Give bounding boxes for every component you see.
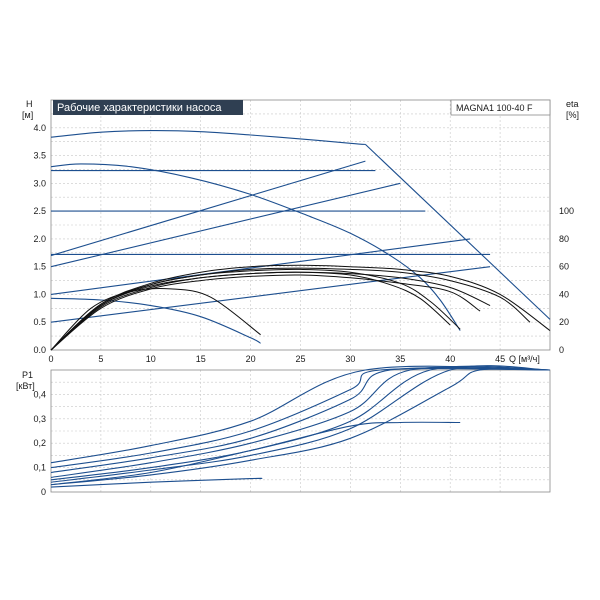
x-tick-label: 30 bbox=[345, 354, 355, 364]
x-tick-label: 0 bbox=[48, 354, 53, 364]
eta-axis-symbol: eta bbox=[566, 99, 579, 109]
chart-labels: H [м] eta [%] Q [м³/ч] P1 [кВт] Рабочие … bbox=[16, 99, 579, 391]
power-curve bbox=[50, 365, 551, 464]
eta-tick-label: 100 bbox=[559, 206, 574, 216]
eta-axis-unit: [%] bbox=[566, 110, 579, 120]
head-efficiency-plot: 0 5 10 15 20 25 30 35 40 45 0.0 0.5 1.0 1.5 2.0 2.5 3.0 3… bbox=[33, 99, 574, 364]
power-plot: 0 0,1 0,2 0,3 0,4 bbox=[33, 365, 551, 497]
head-curve bbox=[50, 160, 366, 257]
chart-title-box bbox=[53, 100, 243, 115]
y-tick-label: 2.5 bbox=[33, 206, 46, 216]
head-curve bbox=[50, 238, 471, 295]
x-tick-label: 35 bbox=[395, 354, 405, 364]
eta-tick-label: 20 bbox=[559, 317, 569, 327]
flow-axis-label: Q [м³/ч] bbox=[509, 354, 540, 364]
top-plot-frame bbox=[50, 99, 551, 351]
y-tick-label: 2.0 bbox=[33, 234, 46, 244]
model-box bbox=[450, 99, 551, 116]
power-tick-label: 0,3 bbox=[33, 414, 46, 424]
y-tick-label: 3.5 bbox=[33, 151, 46, 161]
x-tick-label: 20 bbox=[246, 354, 256, 364]
power-tick-label: 0,1 bbox=[33, 463, 46, 473]
head-curve bbox=[50, 163, 461, 331]
x-tick-label: 10 bbox=[146, 354, 156, 364]
bottom-plot-frame bbox=[50, 369, 551, 493]
power-curve bbox=[50, 421, 461, 486]
eta-tick-label: 80 bbox=[559, 234, 569, 244]
power-axis-symbol: P1 bbox=[22, 370, 33, 380]
x-tick-label: 25 bbox=[295, 354, 305, 364]
head-curve bbox=[50, 266, 491, 323]
eta-tick-label: 0 bbox=[559, 345, 564, 355]
power-tick-label: 0,2 bbox=[33, 438, 46, 448]
efficiency-curve bbox=[50, 274, 481, 351]
power-tick-label: 0,4 bbox=[33, 389, 46, 399]
x-tick-label: 40 bbox=[445, 354, 455, 364]
y-tick-label: 1.0 bbox=[33, 289, 46, 299]
chart-title: Рабочие характеристики насоса bbox=[57, 102, 222, 114]
eta-tick-label: 60 bbox=[559, 262, 569, 272]
power-curve bbox=[50, 477, 263, 488]
x-tick-label: 45 bbox=[495, 354, 505, 364]
head-axis-unit: [м] bbox=[22, 110, 33, 120]
head-curve bbox=[365, 144, 551, 320]
power-axis-unit: [кВт] bbox=[16, 381, 35, 391]
power-tick-label: 0 bbox=[41, 487, 46, 497]
x-tick-label: 15 bbox=[196, 354, 206, 364]
head-curve bbox=[50, 297, 261, 344]
head-axis-symbol: H bbox=[26, 99, 33, 109]
head-curve bbox=[50, 130, 366, 145]
eta-tick-label: 40 bbox=[559, 289, 569, 299]
efficiency-curve bbox=[50, 267, 531, 351]
y-tick-label: 4.0 bbox=[33, 123, 46, 133]
x-tick-label: 5 bbox=[98, 354, 103, 364]
y-tick-label: 3.0 bbox=[33, 178, 46, 188]
y-tick-label: 0.5 bbox=[33, 317, 46, 327]
power-curve bbox=[50, 366, 551, 478]
model-label: MAGNA1 100-40 F bbox=[456, 103, 533, 113]
y-tick-label: 0.0 bbox=[33, 345, 46, 355]
power-curve bbox=[50, 365, 551, 483]
power-curve bbox=[50, 368, 551, 486]
efficiency-curve bbox=[50, 271, 491, 351]
head-curve bbox=[50, 182, 401, 268]
y-tick-label: 1.5 bbox=[33, 262, 46, 272]
efficiency-curve bbox=[50, 264, 551, 351]
efficiency-curve bbox=[50, 268, 461, 351]
